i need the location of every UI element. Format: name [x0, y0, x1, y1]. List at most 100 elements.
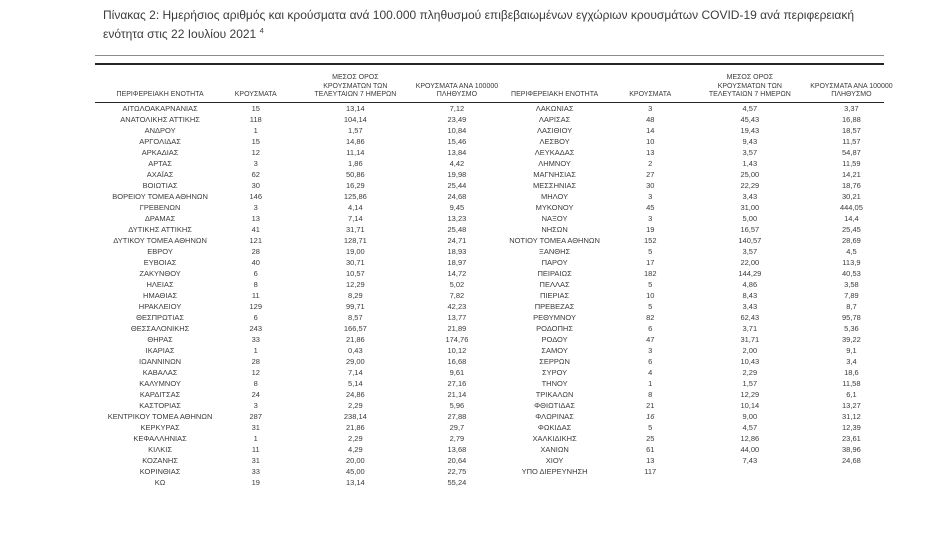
region-name-cell: ΦΘΙΩΤΙΔΑΣ: [534, 401, 575, 410]
region-name-cell: ΗΡΑΚΛΕΙΟΥ: [138, 302, 182, 311]
per-100k-cell: 16,68: [447, 357, 467, 366]
region-name-cell: ΚΙΛΚΙΣ: [148, 445, 172, 454]
cases-cell: 31: [251, 423, 260, 432]
table-row: ΚΕΡΚΥΡΑΣ 31 21,86 29,7: [95, 422, 490, 433]
avg-7day-cell: 21,86: [345, 335, 365, 344]
col-header-7day-avg: ΜΕΣΟΣ ΟΡΟΣ ΚΡΟΥΣΜΑΤΩΝ ΤΩΝ ΤΕΛΕΥΤΑΙΩΝ 7 Η…: [286, 65, 424, 102]
avg-7day-cell: 10,43: [740, 357, 760, 366]
cases-cell: 10: [646, 291, 655, 300]
table-row: ΛΑΣΙΘΙΟΥ 14 19,43 18,57: [490, 125, 885, 136]
table-right-body: ΛΑΚΩΝΙΑΣ 3 4,57 3,37 ΛΑΡΙΣΑΣ 48 45,43 16,88 ΛΑΣΙ…: [490, 103, 885, 477]
per-100k-cell: 29,7: [449, 423, 465, 432]
avg-7day-cell: 45,00: [345, 467, 365, 476]
per-100k-cell: 4,42: [449, 159, 465, 168]
cases-cell: 12: [251, 368, 260, 377]
table-row: ΘΕΣΠΡΩΤΙΑΣ 6 8,57 13,77: [95, 312, 490, 323]
col-header-per-100k-label: ΚΡΟΥΣΜΑΤΑ ΑΝΑ 100000 ΠΛΗΘΥΣΜΟ: [415, 82, 499, 99]
region-name-cell: ΘΕΣΣΑΛΟΝΙΚΗΣ: [130, 324, 190, 333]
table-row: ΦΩΚΙΔΑΣ 5 4,57 12,39: [490, 422, 885, 433]
avg-7day-cell: 99,71: [345, 302, 365, 311]
region-name-cell: ΤΗΝΟΥ: [541, 379, 568, 388]
col-header-per-100k-label: ΚΡΟΥΣΜΑΤΑ ΑΝΑ 100000 ΠΛΗΘΥΣΜΟ: [810, 82, 893, 99]
cases-cell: 3: [648, 346, 653, 355]
region-name-cell: ΣΥΡΟΥ: [541, 368, 568, 377]
per-100k-cell: 13,77: [447, 313, 467, 322]
avg-7day-cell: 9,43: [742, 137, 758, 146]
region-name-cell: ΗΛΕΙΑΣ: [146, 280, 174, 289]
region-name-cell: ΛΑΚΩΝΙΑΣ: [535, 104, 574, 113]
per-100k-cell: 13,23: [447, 214, 467, 223]
avg-7day-cell: 50,86: [345, 170, 365, 179]
per-100k-cell: 10,84: [447, 126, 467, 135]
table-row: ΑΝΑΤΟΛΙΚΗΣ ΑΤΤΙΚΗΣ 118 104,14 23,49: [95, 114, 490, 125]
avg-7day-cell: 24,86: [345, 390, 365, 399]
avg-7day-cell: 10,57: [345, 269, 365, 278]
cases-cell: 287: [249, 412, 262, 421]
region-name-cell: ΜΗΛΟΥ: [541, 192, 569, 201]
avg-7day-cell: 9,00: [742, 412, 758, 421]
table-left-body: ΑΙΤΩΛΟΑΚΑΡΝΑΝΙΑΣ 15 13,14 7,12 ΑΝΑΤΟΛΙΚΗΣ ΑΤ…: [95, 103, 490, 488]
table-row: ΛΑΡΙΣΑΣ 48 45,43 16,88: [490, 114, 885, 125]
cases-cell: 28: [251, 357, 260, 366]
avg-7day-cell: 25,00: [740, 170, 760, 179]
per-100k-cell: 18,97: [447, 258, 467, 267]
avg-7day-cell: 166,57: [343, 324, 367, 333]
cases-cell: 243: [249, 324, 262, 333]
region-name-cell: ΝΑΞΟΥ: [541, 214, 568, 223]
per-100k-cell: 13,27: [842, 401, 861, 410]
cases-cell: 6: [648, 357, 653, 366]
cases-cell: 33: [251, 335, 260, 344]
cases-cell: 1: [253, 346, 258, 355]
per-100k-cell: 16,88: [842, 115, 861, 124]
avg-7day-cell: 20,00: [345, 456, 365, 465]
per-100k-cell: 25,44: [447, 181, 467, 190]
per-100k-cell: 24,68: [842, 456, 861, 465]
avg-7day-cell: 7,14: [348, 368, 363, 377]
cases-cell: 31: [251, 456, 260, 465]
cases-cell: 5: [648, 302, 653, 311]
cases-cell: 15: [251, 104, 260, 113]
table-row: ΞΑΝΘΗΣ 5 3,57 4,5: [490, 246, 885, 257]
cases-cell: 3: [253, 159, 258, 168]
table-row: ΚΑΡΔΙΤΣΑΣ 24 24,86 21,14: [95, 389, 490, 400]
per-100k-cell: 174,76: [445, 335, 469, 344]
region-name-cell: ΛΗΜΝΟΥ: [538, 159, 571, 168]
cases-cell: 8: [253, 280, 258, 289]
avg-7day-cell: 3,57: [742, 247, 758, 256]
per-100k-cell: 15,46: [447, 137, 467, 146]
per-100k-cell: 24,71: [447, 236, 467, 245]
col-header-region: ΠΕΡΙΦΕΡΕΙΑΚΗ ΕΝΟΤΗΤΑ: [95, 65, 225, 102]
table-row: ΚΕΦΑΛΛΗΝΙΑΣ 1 2,29 2,79: [95, 433, 490, 444]
table-row: ΛΕΥΚΑΔΑΣ 13 3,57 54,87: [490, 147, 885, 158]
avg-7day-cell: 14,86: [345, 137, 365, 146]
region-name-cell: ΜΕΣΣΗΝΙΑΣ: [533, 181, 577, 190]
avg-7day-cell: 12,86: [740, 434, 760, 443]
region-name-cell: ΧΙΟΥ: [545, 456, 564, 465]
per-100k-cell: 40,53: [842, 269, 861, 278]
cases-cell: 121: [249, 236, 262, 245]
cases-cell: 10: [646, 137, 655, 146]
avg-7day-cell: 13,14: [345, 104, 365, 113]
region-name-cell: ΤΡΙΚΑΛΩΝ: [535, 390, 574, 399]
col-header-region-label: ΠΕΡΙΦΕΡΕΙΑΚΗ ΕΝΟΤΗΤΑ: [116, 91, 204, 99]
cases-cell: 3: [253, 401, 258, 410]
per-100k-cell: 11,58: [842, 379, 861, 388]
region-name-cell: ΦΛΩΡΙΝΑΣ: [535, 412, 574, 421]
cases-cell: 48: [646, 115, 655, 124]
table-row: ΝΑΞΟΥ 3 5,00 14,4: [490, 213, 885, 224]
avg-7day-cell: 16,29: [345, 181, 365, 190]
avg-7day-cell: 128,71: [343, 236, 367, 245]
cases-cell: 82: [646, 313, 655, 322]
avg-7day-cell: 31,71: [345, 225, 365, 234]
per-100k-cell: 20,64: [447, 456, 467, 465]
region-name-cell: ΚΕΦΑΛΛΗΝΙΑΣ: [133, 434, 187, 443]
cases-cell: 61: [646, 445, 655, 454]
per-100k-cell: 9,1: [846, 346, 857, 355]
region-name-cell: ΚΟΡΙΝΘΙΑΣ: [139, 467, 181, 476]
table-row: ΛΕΣΒΟΥ 10 9,43 11,57: [490, 136, 885, 147]
region-name-cell: ΚΕΡΚΥΡΑΣ: [140, 423, 180, 432]
avg-7day-cell: 2,29: [348, 401, 363, 410]
region-name-cell: ΑΧΑΪΑΣ: [146, 170, 174, 179]
avg-7day-cell: 4,57: [742, 104, 758, 113]
